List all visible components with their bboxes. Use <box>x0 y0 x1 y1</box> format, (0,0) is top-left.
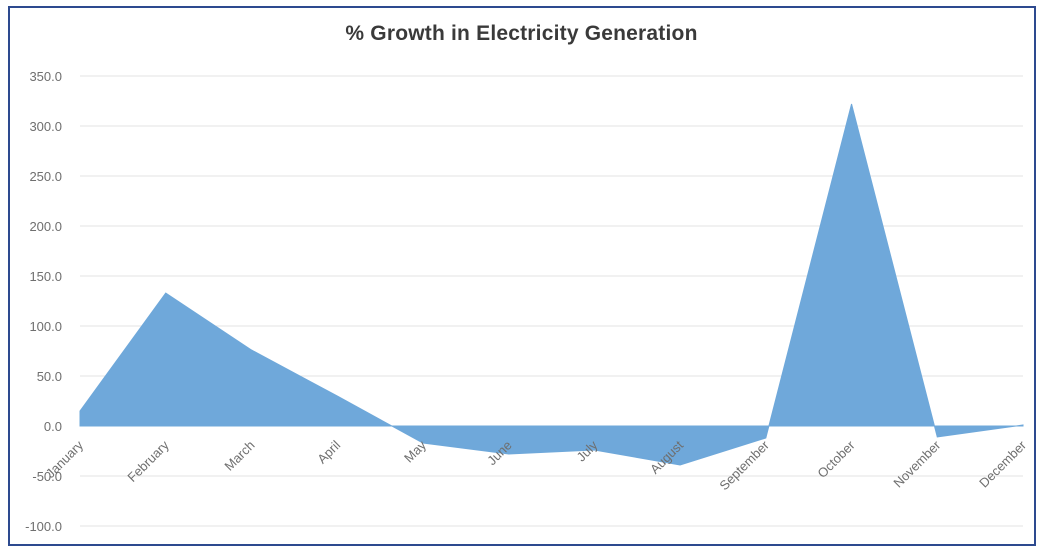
x-category-label: April <box>314 437 343 466</box>
y-tick-label: -100.0 <box>25 519 62 533</box>
x-category-label: November <box>890 437 943 490</box>
x-category-label: January <box>43 437 87 481</box>
y-tick-label: 200.0 <box>29 219 62 234</box>
y-tick-label: 300.0 <box>29 119 62 134</box>
area-layer <box>80 104 1023 465</box>
series-area <box>80 104 1023 465</box>
x-category-label: February <box>124 437 172 485</box>
y-tick-label: 250.0 <box>29 169 62 184</box>
y-tick-label: 50.0 <box>37 369 62 384</box>
y-tick-label: 100.0 <box>29 319 62 334</box>
x-category-label: March <box>221 438 257 474</box>
y-tick-label: 350.0 <box>29 69 62 84</box>
y-tick-label: 150.0 <box>29 269 62 284</box>
y-tick-label: 0.0 <box>44 419 62 434</box>
x-category-label: December <box>976 437 1029 490</box>
x-category-label: October <box>814 437 858 481</box>
area-chart: 350.0300.0250.0200.0150.0100.050.00.0-50… <box>0 0 1043 533</box>
